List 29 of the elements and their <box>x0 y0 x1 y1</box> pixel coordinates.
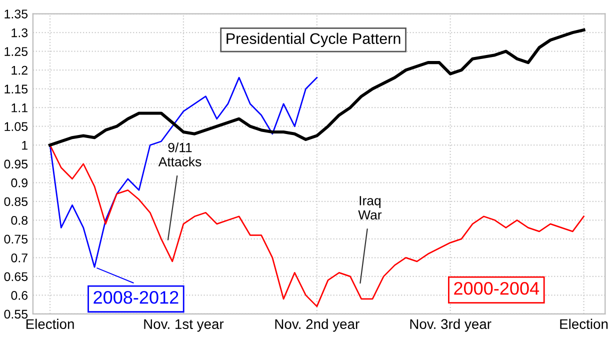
legend-label: 2008-2012 <box>94 291 178 304</box>
line-series <box>49 144 584 308</box>
y-tick-label: 0.55 <box>4 310 28 319</box>
y-tick-label: 0.7 <box>11 253 28 262</box>
annotation: Iraq War <box>358 196 382 220</box>
y-tick-label: 1 <box>22 141 28 150</box>
y-tick-label: 1.15 <box>4 84 28 94</box>
y-tick-label: 1.3 <box>12 28 28 38</box>
x-tick-label: Election <box>560 318 608 330</box>
y-tick-label: 1.2 <box>12 66 28 75</box>
y-tick-label: 0.75 <box>4 234 28 244</box>
text: Presidential Cycle Pattern <box>226 32 400 48</box>
y-tick-label: 1.35 <box>4 10 28 18</box>
x-tick-label: Nov. 2nd year <box>275 318 360 332</box>
y-tick-label: 0.8 <box>11 216 28 225</box>
y-tick-label: 1.25 <box>4 47 28 56</box>
x-tick-label: Nov. 1st year <box>144 319 224 332</box>
x-tick-label: Nov. 3rd year <box>410 318 492 332</box>
line-series <box>49 76 318 268</box>
text: 2000-2004 <box>454 282 540 295</box>
y-tick-label: 1.05 <box>4 122 28 132</box>
y-tick-label: 0.65 <box>4 272 28 282</box>
x-tick-label: Election <box>26 318 74 330</box>
annotation: 9/11 Attacks <box>158 142 202 166</box>
y-tick-label: 0.6 <box>11 290 28 300</box>
y-tick-label: 0.95 <box>4 160 28 169</box>
y-tick-label: 1.1 <box>12 104 28 112</box>
y-tick-label: 0.85 <box>4 197 28 206</box>
y-tick-label: 0.9 <box>11 178 28 188</box>
